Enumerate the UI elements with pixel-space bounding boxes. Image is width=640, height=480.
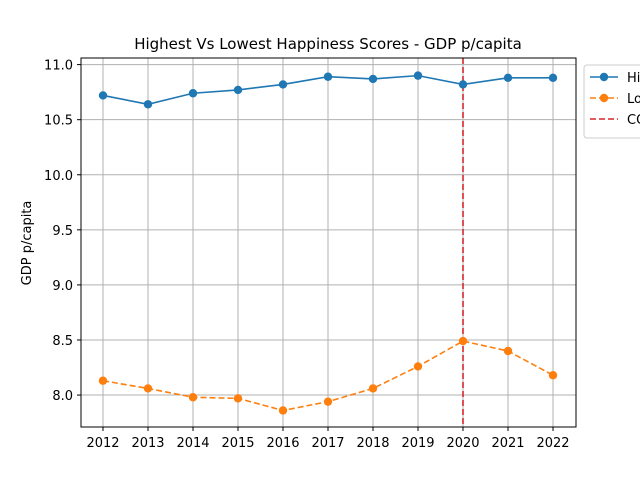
- legend-marker: [599, 72, 609, 82]
- x-tick-label: 2014: [176, 436, 209, 451]
- data-point-hi: [323, 72, 333, 81]
- data-point-hi: [143, 100, 153, 109]
- data-point-hi: [548, 73, 558, 83]
- grid-lines: [81, 58, 576, 427]
- data-point-hi: [503, 73, 513, 83]
- legend-label: CO: [627, 113, 640, 128]
- x-tick-label: 2021: [491, 436, 524, 451]
- x-tick-label: 2020: [446, 436, 479, 451]
- y-tick-label: 8.5: [52, 334, 73, 349]
- data-point-lo: [548, 371, 558, 380]
- data-point-lo: [368, 384, 378, 393]
- data-point-lo: [458, 336, 468, 346]
- x-tick-label: 2022: [536, 436, 569, 451]
- data-point-lo: [323, 397, 333, 406]
- y-tick-label: 10.5: [44, 114, 73, 129]
- data-point-hi: [368, 74, 378, 84]
- x-tick-label: 2013: [131, 436, 164, 451]
- y-tick-label: 10.0: [44, 169, 73, 184]
- y-tick-label: 11.0: [44, 59, 73, 74]
- series-group: [98, 71, 558, 415]
- data-point-lo: [233, 394, 243, 403]
- data-point-lo: [278, 406, 288, 415]
- data-point-hi: [278, 80, 288, 89]
- legend-label: Hi: [627, 71, 640, 86]
- x-tick-label: 2018: [356, 436, 389, 451]
- legend-label: Lo: [627, 92, 640, 107]
- data-point-lo: [503, 346, 513, 356]
- data-point-hi: [98, 91, 108, 100]
- legend-marker: [599, 93, 609, 103]
- y-tick-label: 8.0: [52, 389, 73, 404]
- data-point-lo: [413, 362, 423, 371]
- legend-box: [583, 64, 640, 139]
- chart-title: Highest Vs Lowest Happiness Scores - GDP…: [134, 35, 522, 53]
- data-point-lo: [188, 393, 198, 402]
- y-ticks: 8.0 8.5 9.0 9.5 10.0 10.5 11.0: [44, 59, 81, 404]
- x-tick-label: 2019: [401, 436, 434, 451]
- x-ticks: 2012 2013 2014 2015 2016 2017 2018 2019 2020 2021…: [86, 427, 570, 451]
- y-axis-label: GDP p/capita: [20, 201, 35, 286]
- y-tick-label: 9.0: [52, 279, 73, 294]
- x-tick-label: 2015: [221, 436, 254, 451]
- data-point-lo: [98, 376, 108, 385]
- x-tick-label: 2012: [86, 436, 119, 451]
- data-point-hi: [458, 80, 468, 89]
- data-point-hi: [233, 85, 243, 95]
- data-point-hi: [188, 89, 198, 98]
- y-tick-label: 9.5: [52, 224, 73, 239]
- x-tick-label: 2016: [266, 436, 299, 451]
- data-point-hi: [413, 71, 423, 80]
- plot-frame: [80, 57, 577, 428]
- data-point-lo: [143, 384, 153, 393]
- legend: Hi Lo CO: [583, 64, 640, 139]
- x-tick-label: 2017: [311, 436, 344, 451]
